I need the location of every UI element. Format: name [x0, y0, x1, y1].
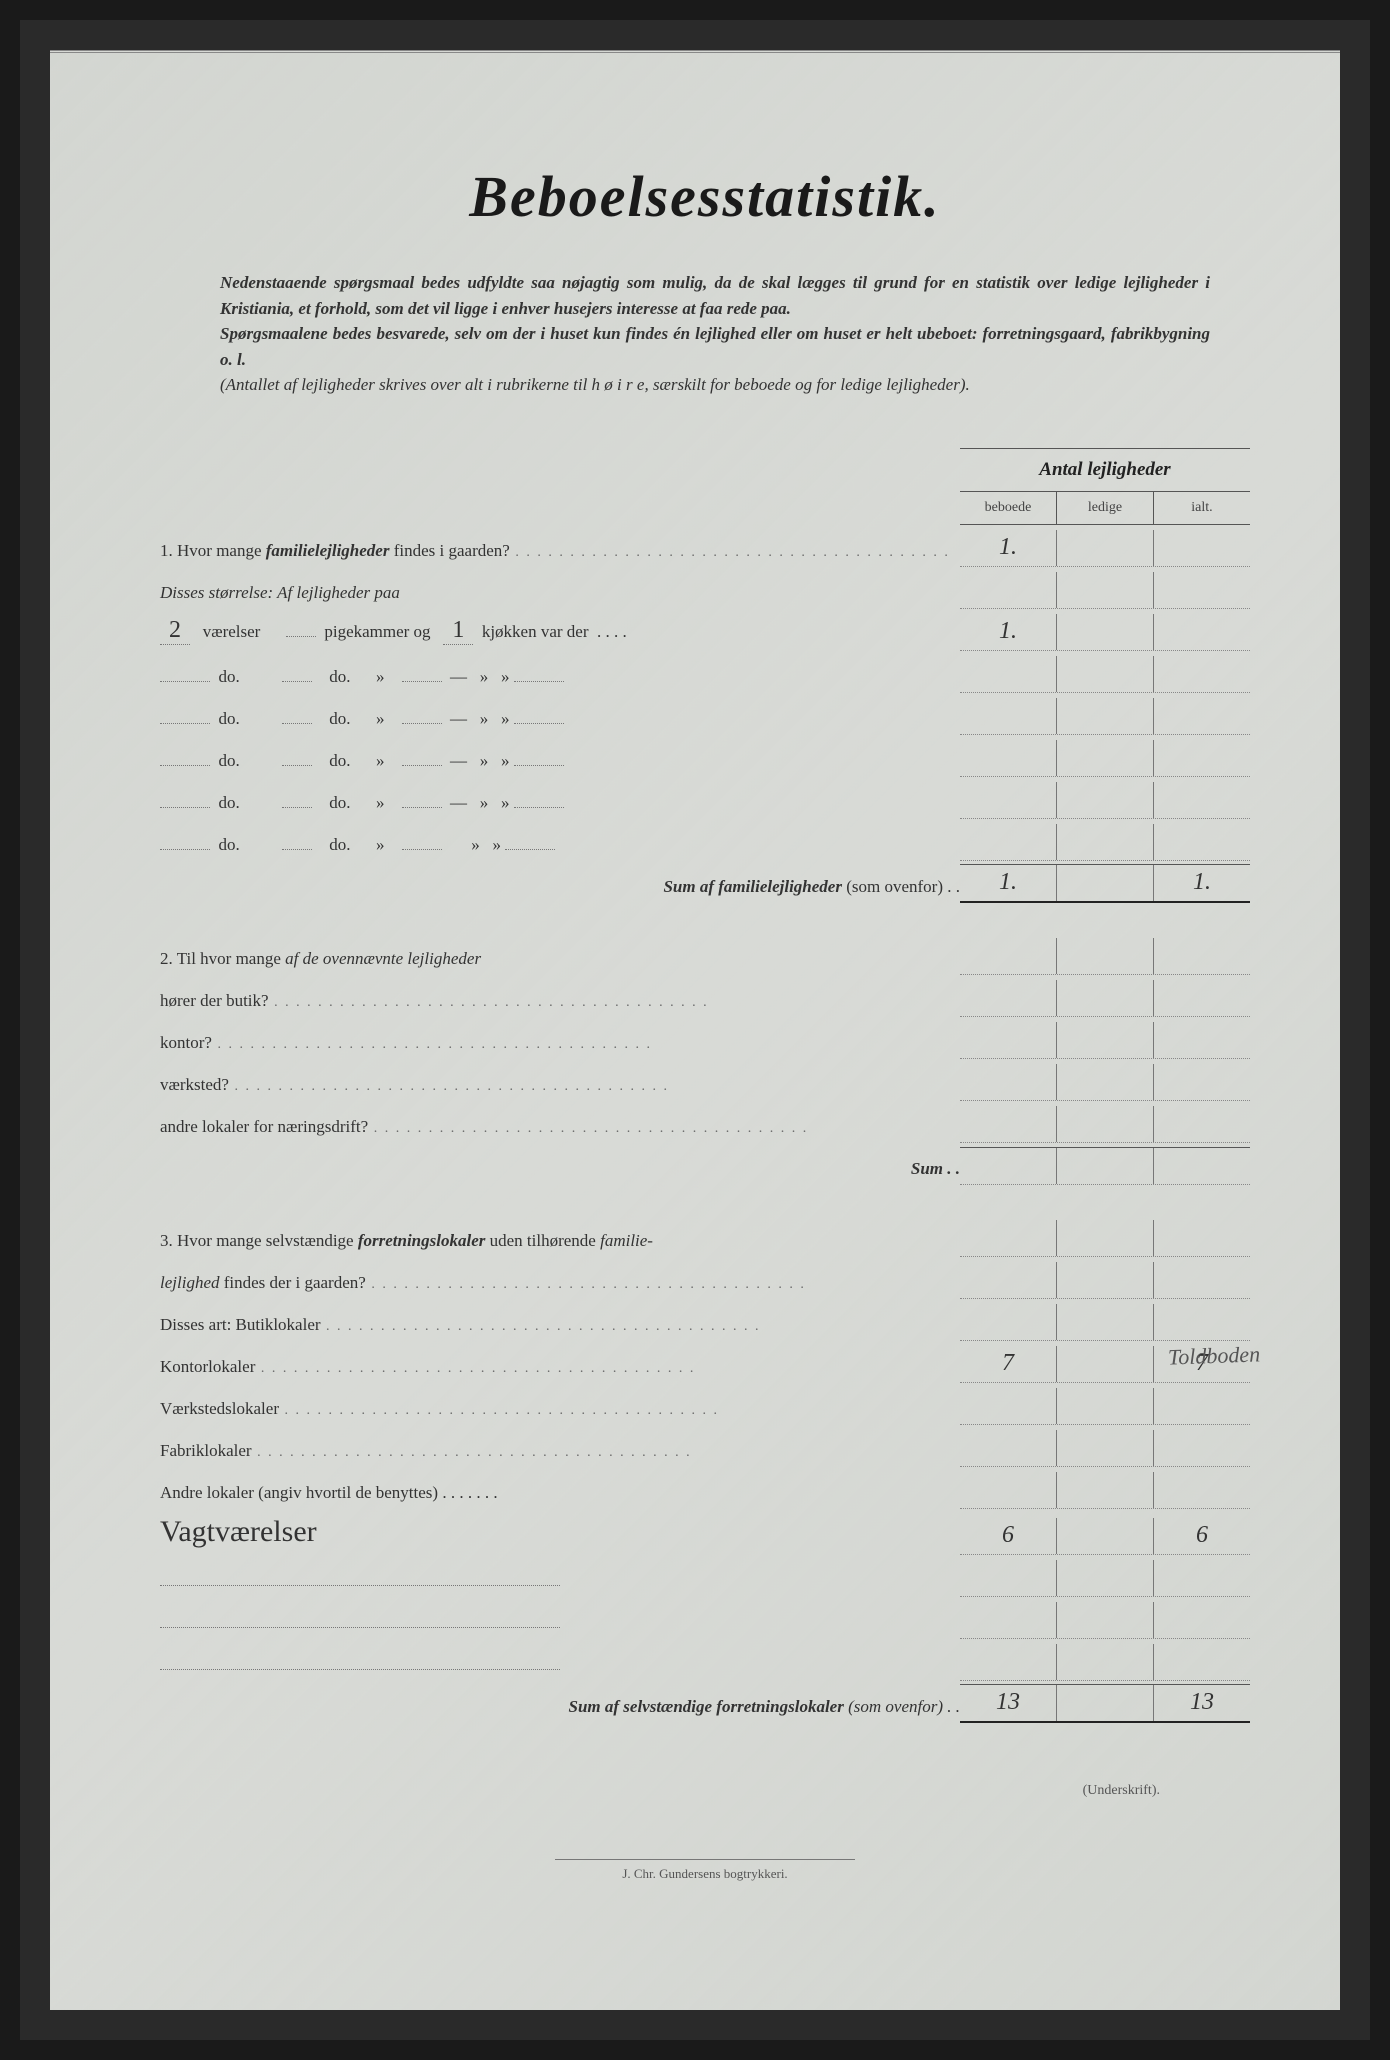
q3-other-beboede: 6 [960, 1518, 1056, 1554]
q1-sum-label: Sum af familielejligheder [663, 877, 842, 896]
q1-row: 1. Hvor mange familielejligheder findes … [160, 525, 1250, 567]
q1-ledige [1056, 530, 1153, 566]
q3-vaerksted: Værkstedslokaler [160, 1383, 1250, 1425]
q3-blank [160, 1597, 1250, 1639]
q1-rooms-hand: 2 [160, 617, 190, 645]
page-wrap: Beboelsesstatistik. Nedenstaaende spørgs… [20, 20, 1370, 2040]
q3-kontor-beboede: 7 [960, 1346, 1056, 1382]
q3-sum-row: Sum af selvstændige forretningslokaler (… [160, 1681, 1250, 1723]
q1-size-row1: 2 værelser pigekammer og 1 kjøkken var d… [160, 609, 1250, 651]
q3-blank [160, 1639, 1250, 1681]
q3-fabrik: Fabriklokaler [160, 1425, 1250, 1467]
q3-andre: Andre lokaler (angiv hvortil de benyttes… [160, 1467, 1250, 1509]
q3-row1: 3. Hvor mange selvstændige forretningslo… [160, 1215, 1250, 1257]
q1-do-row: do. do. » — » » [160, 693, 1250, 735]
intro-p2: Spørgsmaalene bedes besvarede, selv om d… [220, 324, 1210, 369]
q2-line3: værksted? [160, 1059, 1250, 1101]
col-beboede: beboede [960, 492, 1056, 524]
q3-other-handwritten: Vagtværelser [160, 1515, 317, 1548]
document-page: Beboelsesstatistik. Nedenstaaende spørgs… [50, 50, 1340, 2010]
page-title: Beboelsesstatistik. [160, 163, 1250, 230]
sub-header: beboede ledige ialt. [960, 492, 1250, 525]
q1-text-b: familielejligheder [266, 541, 390, 560]
signature-label: (Underskrift). [160, 1783, 1250, 1799]
q1-text-c: findes i gaarden? [389, 541, 509, 560]
q2-line2: kontor? [160, 1017, 1250, 1059]
q1-do-row: do. do. » — » » [160, 651, 1250, 693]
q2-line1: hører der butik? [160, 975, 1250, 1017]
q3-sub: Disses art: Butiklokaler [160, 1299, 1250, 1341]
q1-r1a: værelser [203, 622, 261, 641]
intro-p3: (Antallet af lejligheder skrives over al… [220, 375, 970, 394]
q2-row: 2. Til hvor mange af de ovennævnte lejli… [160, 933, 1250, 975]
q1-sum-beboede: 1. [960, 865, 1056, 901]
q1-sub1: Disses størrelse: Af lejligheder paa [160, 567, 1250, 609]
q1-do-row: do. do. » — » » [160, 735, 1250, 777]
q1-kitchen-hand: 1 [443, 617, 473, 645]
q1-text-a: 1. Hvor mange [160, 541, 266, 560]
header-row: Antal lejligheder beboede ledige ialt. [160, 448, 1250, 525]
q1-sum-ialt: 1. [1153, 865, 1250, 901]
q1-do-row: do. do. » » » [160, 819, 1250, 861]
q1-r1b: pigekammer og [324, 622, 430, 641]
q2-line4: andre lokaler for næringsdrift? [160, 1101, 1250, 1143]
q1-r1c: kjøkken var der [482, 622, 589, 641]
margin-note: Toldboden [1167, 1341, 1260, 1370]
q3-other-ialt: 6 [1153, 1518, 1250, 1554]
q2-sum: Sum . . [160, 1143, 1250, 1185]
q1-sub1-text: Disses størrelse: Af lejligheder paa [160, 583, 400, 602]
printer-footer: J. Chr. Gundersens bogtrykkeri. [555, 1859, 855, 1882]
col-ledige: ledige [1056, 492, 1153, 524]
intro-p1: Nedenstaaende spørgsmaal bedes udfyldte … [220, 273, 1210, 318]
q3-sum-ialt: 13 [1153, 1685, 1250, 1721]
q3-sum-beboede: 13 [960, 1685, 1056, 1721]
q3-kontor: Kontorlokaler 7 7 Toldboden [160, 1341, 1250, 1383]
q3-andre-hand: Vagtværelser 6 6 [160, 1509, 1250, 1555]
q1-r1-beboede: 1. [960, 614, 1056, 650]
intro-text: Nedenstaaende spørgsmaal bedes udfyldte … [220, 270, 1210, 398]
q1-sum-row: Sum af familielejligheder (som ovenfor) … [160, 861, 1250, 903]
q3-blank [160, 1555, 1250, 1597]
q3-row2: lejlighed findes der i gaarden? [160, 1257, 1250, 1299]
q1-ialt [1153, 530, 1250, 566]
table-header: Antal lejligheder [960, 448, 1250, 492]
col-ialt: ialt. [1153, 492, 1250, 524]
q1-do-row: do. do. » — » » [160, 777, 1250, 819]
q1-beboede: 1. [960, 530, 1056, 566]
